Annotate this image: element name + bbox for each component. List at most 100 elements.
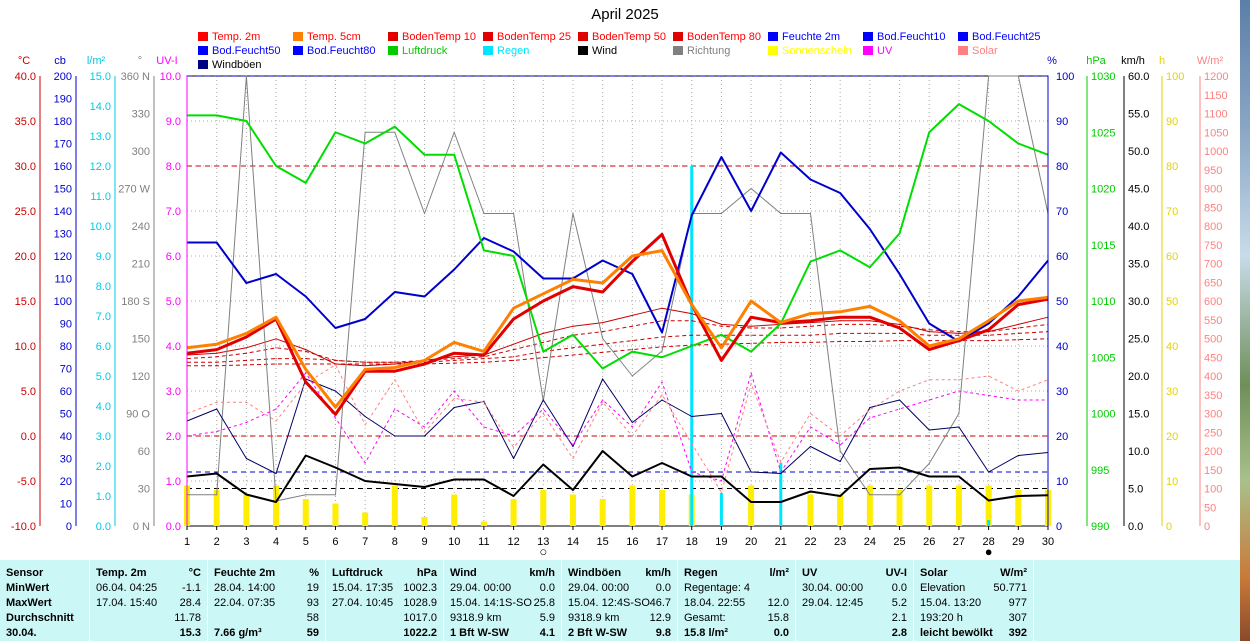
axis-tick-direction: 240: [132, 221, 150, 233]
axis-tick-direction: 330: [132, 109, 150, 121]
x-tick-label: 24: [864, 536, 876, 548]
axis-tick-pressure_hpa: 1000: [1091, 409, 1115, 421]
data-point: [898, 332, 901, 334]
data-point: [602, 322, 604, 324]
data-point: [364, 318, 366, 320]
data-point: [1017, 454, 1019, 457]
axis-tick-temp_c: 15.0: [15, 296, 36, 308]
data-point: [691, 334, 693, 336]
legend-swatch: [578, 32, 588, 41]
table-value: 2.8: [891, 627, 907, 639]
data-point: [453, 358, 455, 360]
data-point: [364, 131, 366, 133]
data-point: [780, 151, 782, 154]
table-value: 28.4: [179, 597, 201, 609]
axis-tick-uv_index: 4.0: [166, 341, 181, 353]
axis-tick-rain_lm2: 15.0: [90, 71, 111, 83]
x-tick-label: 13: [537, 536, 549, 548]
axis-tick-cb: 200: [54, 71, 72, 83]
legend-item: BodenTemp 10: [388, 31, 476, 43]
data-point: [720, 325, 723, 327]
table-cell: 18.04. 22:55: [684, 597, 746, 609]
legend-swatch: [958, 46, 968, 55]
axis-tick-wind_kmh: 60.0: [1128, 71, 1149, 83]
data-point: [809, 341, 812, 343]
data-point: [542, 300, 544, 302]
legend-label: Richtung: [687, 45, 731, 57]
axis-tick-pressure_hpa: 990: [1091, 521, 1109, 533]
data-point: [631, 255, 633, 257]
data-point: [631, 340, 633, 342]
axis-unit-solar: W/m²: [1197, 55, 1224, 67]
axis-tick-sun_h: 50: [1166, 296, 1178, 308]
axis-tick-cb: 180: [54, 116, 72, 128]
data-point: [364, 424, 366, 426]
axis-tick-solar_wm2: 800: [1204, 221, 1222, 233]
legend-item: BodenTemp 50: [578, 31, 666, 43]
table-value: 5.2: [891, 597, 907, 609]
data-point: [245, 352, 247, 354]
x-tick-label: 11: [478, 536, 489, 548]
data-point: [483, 212, 485, 215]
data-point: [691, 345, 693, 347]
x-tick-label: 28: [982, 536, 994, 548]
axis-tick-direction: 150: [132, 334, 150, 346]
table-value: 4.1: [539, 627, 555, 639]
table-cell: 30.04.: [6, 627, 37, 639]
data-point: [869, 228, 871, 230]
data-point: [483, 350, 485, 352]
data-point: [750, 334, 752, 336]
axis-tick-sun_h: 0: [1166, 521, 1172, 533]
table-column: Temp. 2m °C 06.04. 04:25 -1.1 17.04. 15:40 28…: [90, 560, 208, 641]
series-bodentemp-50: [187, 331, 1049, 363]
data-point: [453, 341, 455, 343]
data-point: [958, 334, 960, 336]
data-point: [898, 390, 901, 392]
axis-tick-solar_wm2: 1100: [1204, 109, 1228, 121]
data-point: [750, 501, 752, 503]
data-point: [898, 399, 901, 401]
data-point: [631, 349, 633, 351]
data-point: [988, 75, 990, 77]
data-point: [423, 154, 426, 156]
data-point: [780, 471, 782, 473]
legend-item: Bod.Feucht10: [863, 31, 946, 43]
data-point: [453, 131, 455, 133]
data-point: [542, 332, 544, 334]
legend-item: Temp. 2m: [198, 31, 260, 43]
data-point: [542, 277, 544, 280]
data-point: [483, 249, 485, 251]
table-cell: 17.04. 15:40: [96, 597, 158, 609]
axis-tick-solar_wm2: 0: [1204, 521, 1210, 533]
data-point: [898, 494, 901, 496]
data-point: [750, 351, 752, 353]
table-column: Feuchte 2m% 28.04. 14:00 19 22.04. 07:35 93 5…: [208, 560, 326, 641]
data-point: [928, 340, 930, 342]
axis-tick-temp_c: 0.0: [21, 431, 36, 443]
data-point: [750, 382, 752, 385]
axis-tick-pressure_hpa: 1010: [1091, 296, 1115, 308]
data-point: [602, 351, 604, 353]
sunshine-bar: [421, 517, 428, 526]
series-temp-2m: [186, 232, 1049, 416]
table-value: 25.8: [533, 597, 555, 609]
data-point: [928, 331, 930, 333]
table-cell: MinWert: [6, 582, 50, 594]
axis-tick-rain_lm2: 10.0: [90, 221, 111, 233]
data-point: [869, 305, 871, 307]
data-point: [869, 266, 871, 268]
data-point: [334, 327, 337, 329]
axis-tick-solar_wm2: 350: [1204, 390, 1222, 402]
data-point: [423, 212, 426, 215]
data-point: [364, 368, 366, 370]
data-point: [483, 358, 485, 360]
legend-item: Temp. 5cm: [293, 31, 361, 43]
data-point: [750, 372, 752, 374]
data-point: [869, 468, 871, 470]
data-point: [1017, 327, 1019, 329]
data-point: [1017, 339, 1019, 341]
legend-swatch: [958, 32, 968, 41]
data-point: [750, 210, 752, 212]
data-point: [602, 331, 604, 333]
data-point: [631, 351, 633, 353]
